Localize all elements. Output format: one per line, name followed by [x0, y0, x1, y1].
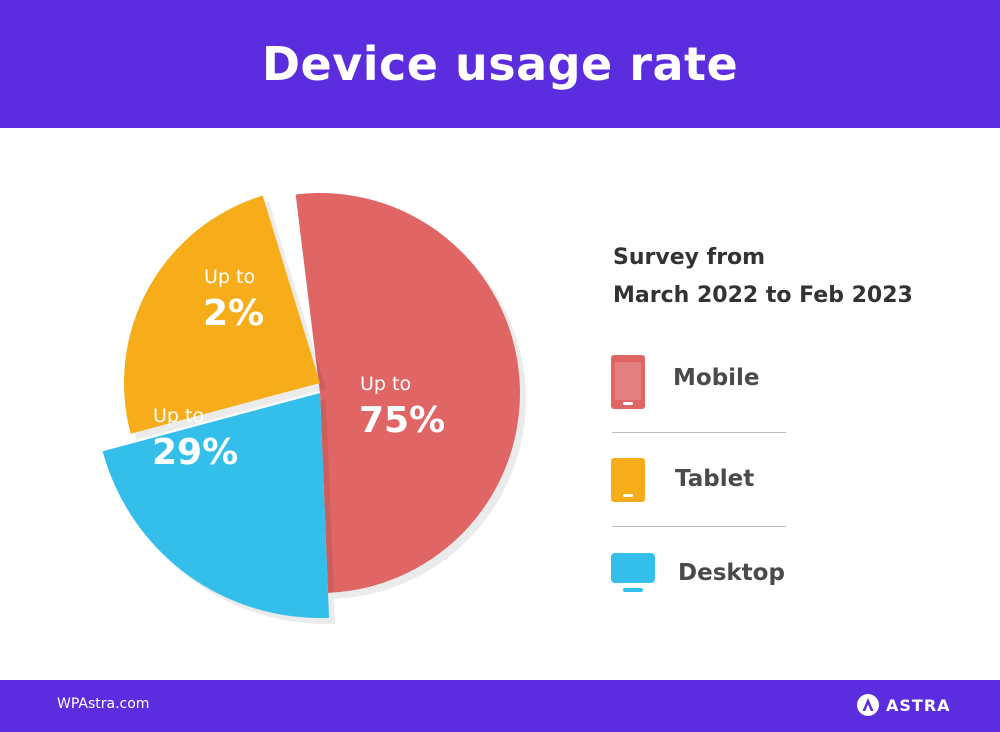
slice-label-prefix-desktop: Up to — [153, 405, 204, 427]
legend-item-mobile: Mobile — [610, 352, 790, 412]
legend-label-mobile: Mobile — [673, 365, 760, 391]
survey-line-2: March 2022 to Feb 2023 — [613, 283, 913, 308]
footer-bar: WPAstra.com ASTRA — [0, 680, 1000, 732]
legend-label-desktop: Desktop — [678, 560, 785, 586]
slice-label-value-desktop: 29% — [152, 432, 238, 473]
pie-slice-mobile — [295, 193, 520, 593]
header-banner: Device usage rate — [0, 0, 1000, 128]
pie-chart: Up to 75% Up to 29% Up to 2% — [102, 193, 526, 625]
pie-slice-desktop — [102, 393, 330, 619]
page-title: Device usage rate — [261, 37, 739, 91]
tablet-icon — [611, 458, 645, 502]
survey-line-1: Survey from — [613, 245, 766, 270]
footer-brand: ASTRA — [856, 693, 951, 717]
legend-label-tablet: Tablet — [675, 466, 755, 492]
legend-divider — [612, 432, 786, 433]
legend-item-desktop: Desktop — [610, 550, 790, 610]
footer-site-link[interactable]: WPAstra.com — [57, 696, 150, 712]
legend-divider — [612, 526, 786, 527]
slice-label-prefix-tablet: Up to — [204, 266, 255, 288]
survey-period: Survey from March 2022 to Feb 2023 — [613, 239, 913, 315]
desktop-monitor-icon — [611, 553, 655, 592]
legend-item-tablet: Tablet — [610, 455, 790, 515]
slice-label-prefix-mobile: Up to — [360, 373, 411, 395]
brand-name: ASTRA — [886, 695, 951, 715]
astra-logo-icon — [857, 694, 879, 716]
slice-label-value-mobile: 75% — [359, 400, 445, 441]
mobile-phone-icon — [611, 355, 645, 409]
pie-slice-tablet — [124, 195, 321, 434]
slice-label-value-tablet: 2% — [203, 293, 264, 334]
